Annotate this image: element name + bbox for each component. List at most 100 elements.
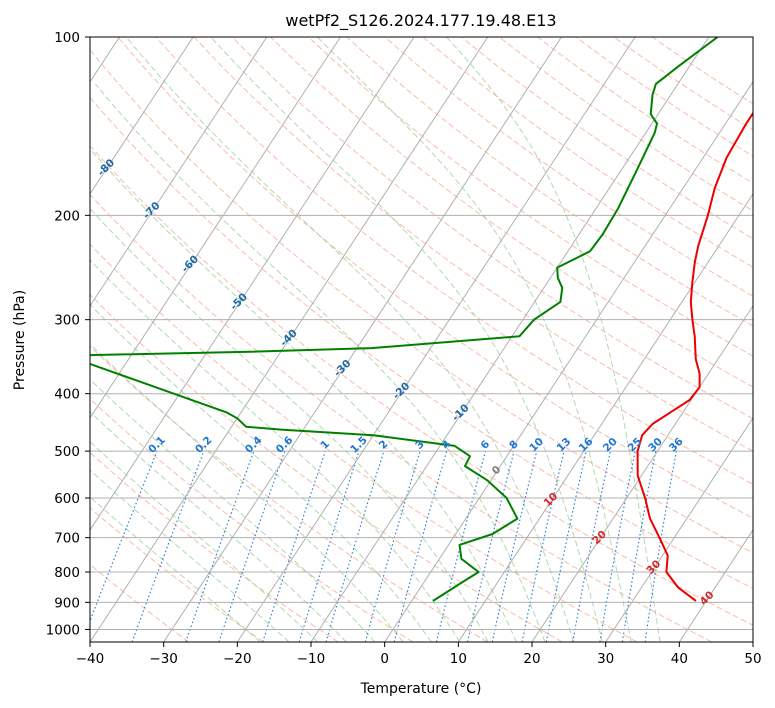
x-tick-label: 40 (671, 651, 688, 667)
mixing-ratio-label: 1 (318, 438, 332, 452)
isotherm-label: -40 (278, 327, 300, 349)
pressure-grid (90, 37, 753, 630)
moist-adiabat-line (125, 37, 575, 642)
y-tick-label: 1000 (46, 622, 80, 638)
mixing-ratio-label: 0.1 (146, 434, 168, 456)
isotherm-line (90, 37, 194, 195)
x-tick-label: −30 (149, 651, 178, 667)
isotherm-line (531, 304, 753, 642)
mixing-ratio-label: 1.5 (348, 434, 370, 456)
mixing-ratio-line (599, 450, 636, 642)
mixing-ratio-line (298, 450, 360, 642)
mixing-ratio-lines (90, 450, 677, 642)
dry-adiabat-line (90, 293, 563, 642)
x-tick-label: 30 (597, 651, 614, 667)
x-tick-label: −20 (223, 651, 252, 667)
y-tick-label: 200 (54, 208, 80, 224)
moist-adiabat-line (90, 207, 489, 642)
moist-adiabat-line (90, 469, 290, 642)
dry-adiabat-line (537, 37, 753, 184)
isotherm-label: 0 (490, 464, 504, 478)
isotherm-label: -100 (2, 68, 29, 95)
dry-adiabats (90, 37, 753, 642)
mixing-ratio-line (262, 450, 326, 642)
x-tick-label: 0 (380, 651, 389, 667)
x-tick-label: 10 (450, 651, 467, 667)
y-tick-label: 100 (54, 30, 80, 46)
x-tick-label: −40 (76, 651, 105, 667)
mixing-ratio-label: 2 (377, 438, 391, 452)
moist-adiabats (90, 37, 661, 642)
plot-area: -100-90-80-70-60-50-40-30-20-10010203040… (2, 37, 753, 642)
mixing-ratio-line (491, 450, 538, 642)
isotherm-line (163, 37, 562, 642)
y-tick-label: 300 (54, 313, 80, 329)
isotherms (90, 37, 753, 642)
chart-title: wetPf2_S126.2024.177.19.48.E13 (285, 11, 556, 31)
isotherm-label: -90 (49, 114, 71, 136)
moist-adiabat-line (94, 83, 546, 642)
dry-adiabat-line (231, 37, 753, 420)
mixing-ratio-line (131, 450, 205, 642)
y-axis-label: Pressure (hPa) (12, 290, 28, 390)
mixing-ratio-line (218, 450, 286, 642)
dry-adiabat-line (90, 563, 190, 642)
dry-adiabat-line (117, 37, 753, 519)
isotherm-label: -50 (228, 291, 250, 313)
isotherm-line (90, 37, 415, 531)
isotherm-line (457, 192, 753, 642)
isotherm-line (90, 37, 341, 419)
mixing-ratio-label: 3 (413, 438, 427, 452)
y-tick-label: 600 (54, 491, 80, 507)
y-tick-label: 800 (54, 565, 80, 581)
isotherm-line (236, 37, 636, 642)
moist-adiabat-line (90, 303, 432, 642)
dry-adiabat-line (90, 451, 339, 642)
mixing-ratio-line (466, 450, 515, 642)
mixing-ratio-label: 6 (479, 438, 493, 452)
isotherm-line (310, 37, 710, 642)
dry-adiabat-line (575, 37, 753, 157)
axes: −40 −30 −20 −10 0 10 20 30 40 5010020030040050060… (46, 30, 762, 667)
dry-adiabat-line (90, 49, 753, 554)
dry-adiabat-line (90, 96, 753, 590)
mixing-ratio-label: 0.4 (243, 434, 265, 456)
mixing-ratio-line (90, 450, 158, 623)
plot-frame (89, 36, 754, 643)
moist-adiabat-line (90, 496, 261, 642)
y-tick-label: 900 (54, 595, 80, 611)
profiles (90, 37, 753, 602)
y-tick-label: 500 (54, 444, 80, 460)
isotherm-line (90, 37, 489, 642)
isotherm-line (90, 37, 268, 307)
mixing-ratio-label: 4 (440, 438, 454, 452)
dry-adiabat-line (422, 37, 753, 268)
dry-adiabat-line (90, 144, 753, 626)
mixing-ratio-line (325, 450, 385, 642)
dry-adiabat-line (308, 37, 753, 357)
mixing-ratio-label: 0.6 (274, 434, 296, 456)
dry-adiabat-line (90, 507, 264, 642)
mixing-ratio-line (644, 451, 677, 642)
dry-adiabat-line (346, 37, 753, 327)
mixing-ratio-line (364, 450, 421, 642)
moist-adiabat-line (90, 148, 517, 642)
isotherm-line (678, 529, 753, 642)
isotherm-label: 10 (541, 490, 560, 509)
isotherm-label: 20 (590, 528, 609, 547)
dewpoint-profile (90, 37, 719, 602)
dry-adiabat-line (270, 37, 753, 388)
x-tick-label: 20 (523, 651, 540, 667)
isotherm-label: -10 (450, 402, 472, 424)
moist-adiabat-line (446, 37, 661, 642)
mixing-ratio-line (435, 450, 487, 642)
mixing-ratio-line (521, 450, 565, 642)
dry-adiabat-line (90, 398, 414, 642)
dry-adiabat-line (460, 37, 753, 240)
dry-adiabat-line (193, 37, 753, 452)
moist-adiabat-line (90, 259, 461, 642)
y-tick-label: 700 (54, 531, 80, 547)
